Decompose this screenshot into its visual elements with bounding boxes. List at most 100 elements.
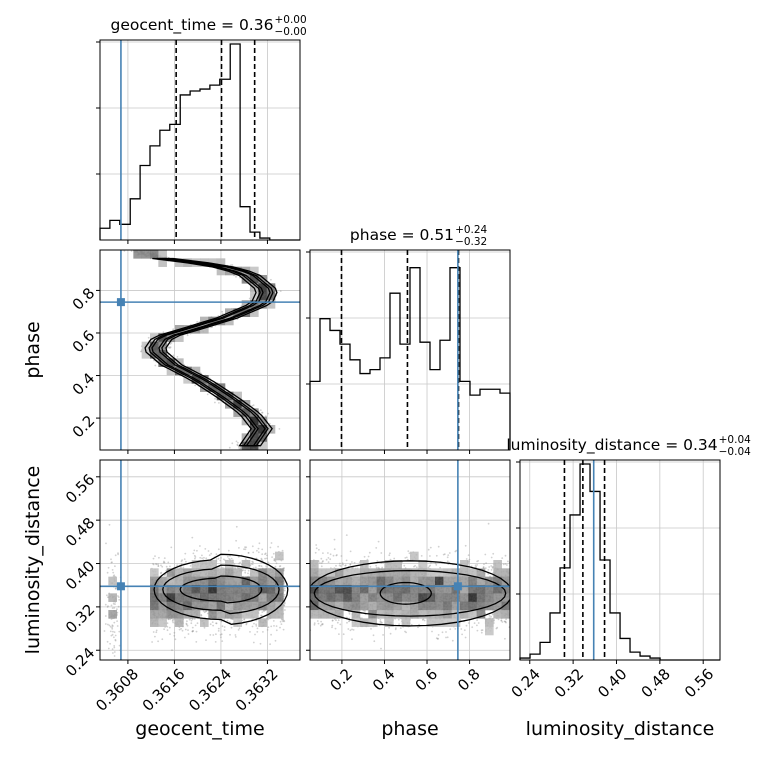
sample-point (195, 630, 198, 633)
density-bin (175, 258, 184, 267)
sample-point (227, 549, 230, 552)
sample-point (278, 428, 281, 430)
contour-line (151, 257, 271, 447)
panel-title-phase: phase = 0.51 (350, 226, 454, 244)
sample-point (199, 556, 202, 559)
sample-point (269, 643, 271, 646)
sample-point (221, 625, 224, 628)
sample-point (240, 447, 243, 449)
panel-frame (99, 39, 301, 241)
sample-point (258, 542, 261, 545)
sample-point (172, 328, 175, 331)
panel-content (103, 523, 289, 657)
sample-point (163, 560, 165, 563)
sample-point (179, 566, 182, 569)
panel-frame (519, 459, 721, 661)
density-bin (216, 383, 226, 392)
sample-point (231, 442, 234, 445)
sample-point (273, 559, 276, 562)
histogram-step (519, 463, 720, 661)
density-bin (200, 383, 209, 392)
sample-point (214, 641, 217, 643)
sample-point (166, 622, 169, 625)
sample-point (283, 604, 286, 607)
sample-point (257, 551, 260, 554)
sample-point (239, 447, 242, 449)
sample-point (204, 610, 207, 613)
sample-point (218, 402, 220, 404)
sample-point (167, 561, 170, 564)
density-bin (250, 416, 259, 426)
density-bin (258, 283, 267, 292)
sample-point (220, 636, 222, 639)
sample-point (274, 560, 277, 563)
sample-point (188, 618, 191, 621)
density-bin (250, 433, 259, 442)
sample-point (259, 409, 262, 411)
sample-point (244, 571, 247, 574)
sample-point (157, 563, 160, 566)
sample-point (223, 558, 225, 561)
sample-point (270, 633, 272, 636)
sample-point (162, 331, 165, 334)
density-bin (175, 333, 184, 342)
title-plus: +0.24 (455, 224, 487, 236)
sample-point (267, 412, 269, 415)
contours (144, 257, 278, 447)
sample-point (171, 619, 174, 621)
density-bin (208, 383, 217, 392)
density-bin (258, 291, 267, 301)
sample-point (236, 443, 239, 446)
density-bin (141, 350, 151, 359)
sample-point (204, 548, 207, 550)
sample-point (226, 619, 229, 622)
sample-point (209, 634, 212, 636)
sample-point (209, 623, 212, 626)
title-plus: +0.04 (719, 434, 751, 446)
sample-point (169, 618, 172, 621)
sample-point (161, 638, 164, 641)
panel-content (123, 250, 282, 450)
sample-point (154, 635, 156, 638)
sample-point (163, 628, 166, 631)
density-bin (241, 416, 251, 426)
sample-point (261, 411, 264, 414)
sample-point (165, 565, 168, 568)
sample-point (235, 440, 238, 443)
sample-point (265, 415, 267, 417)
sample-point (194, 624, 197, 627)
sample-point (230, 264, 232, 267)
sample-point (230, 557, 233, 560)
density-bin (250, 308, 259, 317)
sample-point (169, 347, 171, 349)
title-minus: −0.04 (719, 446, 751, 458)
density-bin (258, 441, 267, 450)
sample-point (191, 630, 194, 633)
sample-point (251, 545, 254, 548)
sample-point (227, 555, 229, 558)
sample-point (283, 602, 286, 605)
sample-point (152, 557, 155, 560)
density-bin (166, 366, 176, 376)
sample-point (190, 619, 193, 622)
histogram-step (309, 267, 511, 450)
sample-point (205, 610, 208, 612)
sample-point (245, 546, 248, 549)
density-bin (233, 391, 242, 401)
sample-point (214, 401, 216, 404)
sample-point (221, 310, 224, 313)
sample-point (252, 404, 255, 407)
title-plus: +0.00 (274, 14, 306, 26)
sample-point (186, 620, 188, 623)
sample-point (163, 557, 166, 559)
sample-point (194, 557, 196, 560)
density-bin (208, 258, 217, 267)
sample-point (217, 627, 220, 630)
sample-point (279, 626, 281, 629)
sample-point (267, 626, 270, 629)
sample-point (252, 551, 255, 554)
sample-point (283, 601, 286, 604)
density-bin (241, 433, 251, 442)
density-bin (133, 250, 142, 259)
sample-point (200, 614, 203, 616)
